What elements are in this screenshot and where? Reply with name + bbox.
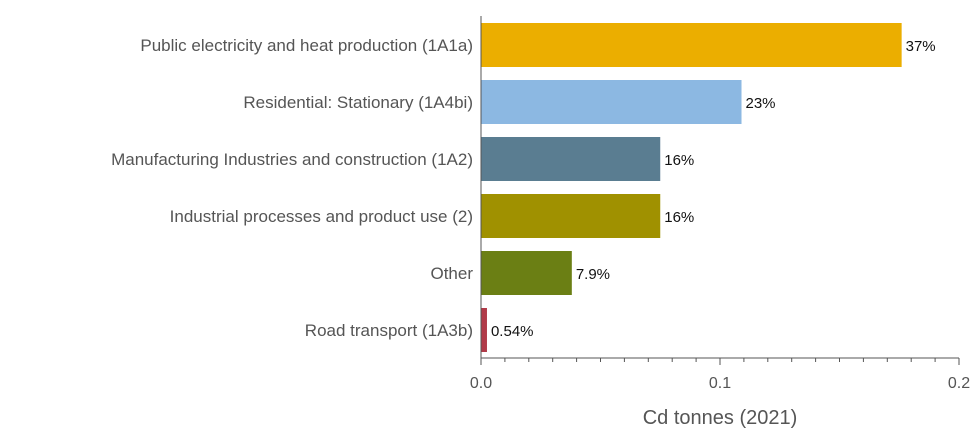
data-label-4: 7.9% [576,266,610,283]
x-tick-label-1: 0.1 [709,375,731,392]
x-tick-label-0: 0.0 [470,375,492,392]
category-labels-group: Public electricity and heat production (… [111,36,473,340]
bar-0 [481,23,902,67]
bar-3 [481,194,661,238]
data-label-2: 16% [664,152,694,169]
data-labels-group: 37% 23% 16% 16% 7.9% 0.54% [491,38,936,340]
x-ticks-group: 0.0 0.1 0.2 [470,358,970,392]
data-label-5: 0.54% [491,323,534,340]
category-label-1: Residential: Stationary (1A4bi) [243,93,473,112]
category-label-4: Other [430,264,473,283]
category-label-3: Industrial processes and product use (2) [170,207,473,226]
category-label-5: Road transport (1A3b) [305,321,473,340]
x-tick-label-2: 0.2 [948,375,970,392]
data-label-1: 23% [746,95,776,112]
category-label-2: Manufacturing Industries and constructio… [111,150,473,169]
bar-4 [481,251,572,295]
data-label-0: 37% [906,38,936,55]
x-axis-title: Cd tonnes (2021) [643,407,798,429]
category-label-0: Public electricity and heat production (… [140,36,473,55]
bars-group [481,23,902,352]
data-label-3: 16% [664,209,694,226]
bar-2 [481,137,661,181]
bar-5 [481,308,487,352]
bar-1 [481,80,742,124]
